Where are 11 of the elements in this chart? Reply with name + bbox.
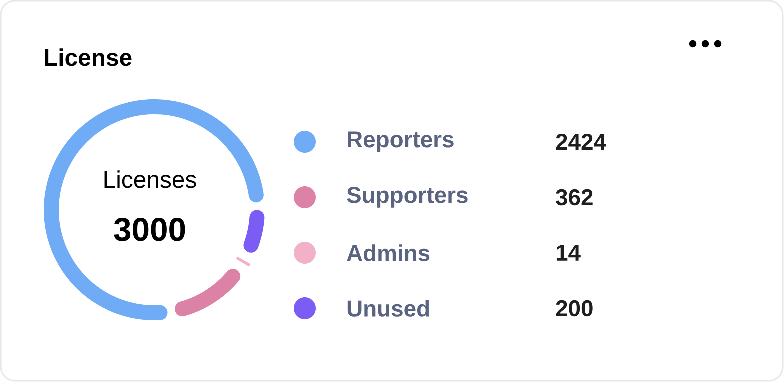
text: Licenses	[104, 170, 196, 188]
legend-label: Admins	[347, 244, 430, 262]
legend-label: Reporters	[348, 132, 454, 152]
data-label: 200	[556, 300, 593, 317]
data-label: 2424	[556, 134, 606, 150]
legend-label: Unused	[348, 300, 430, 317]
chart-title: License	[45, 48, 132, 66]
text: 3000	[114, 218, 186, 242]
data-label: 362	[556, 189, 593, 206]
data-label: 14	[556, 245, 581, 261]
legend-label: Supporters	[347, 187, 468, 208]
